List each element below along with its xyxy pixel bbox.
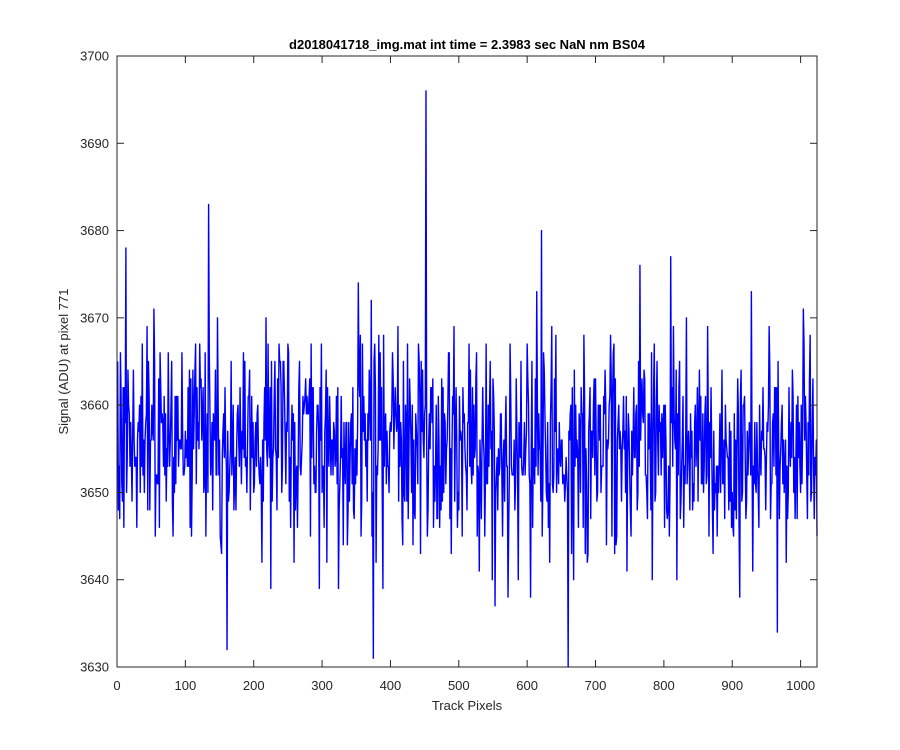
x-tick-label: 200 [243,678,265,693]
axes-box [116,55,818,668]
x-tick-label: 700 [585,678,607,693]
signal-series-line [116,90,818,668]
y-tick-label: 3690 [80,136,109,151]
chart-title: d2018041718_img.mat int time = 2.3983 se… [289,37,646,52]
x-tick-label: 0 [113,678,120,693]
plot-area [117,56,817,667]
x-tick-label: 800 [653,678,675,693]
y-tick-label: 3700 [80,49,109,64]
y-axis-ticks: 3630 3640 3650 3660 3670 3680 3690 3700 [80,49,817,675]
x-tick-label: 500 [448,678,470,693]
x-tick-label: 900 [721,678,743,693]
x-tick-label: 1000 [786,678,815,693]
y-tick-label: 3670 [80,310,109,325]
x-tick-label: 300 [311,678,333,693]
x-axis-ticks: 0 100 200 300 400 500 600 700 800 900 1000 [113,56,815,693]
y-tick-label: 3640 [80,572,109,587]
x-axis-label: Track Pixels [432,698,503,713]
y-tick-label: 3650 [80,485,109,500]
y-axis-label: Signal (ADU) at pixel 771 [56,289,71,435]
series-layer [116,90,818,668]
y-tick-label: 3680 [80,223,109,238]
y-tick-label: 3660 [80,398,109,413]
x-tick-label: 100 [175,678,197,693]
y-tick-label: 3630 [80,660,109,675]
x-tick-label: 600 [516,678,538,693]
x-tick-label: 400 [380,678,402,693]
